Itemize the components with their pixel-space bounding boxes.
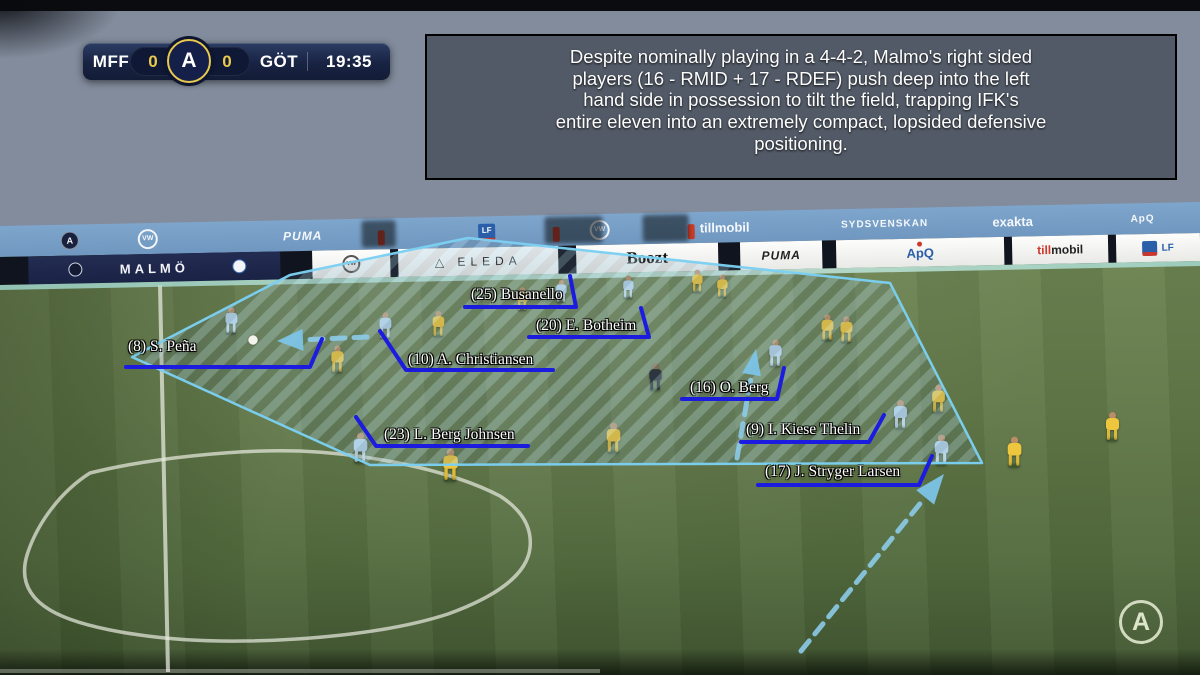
ad-board-lf-board: LF bbox=[1115, 232, 1200, 263]
home-score: 0 bbox=[148, 51, 158, 71]
ad-board-vw-dark: VW bbox=[312, 249, 391, 279]
sponsor-text: SYDSVENSKAN bbox=[840, 217, 929, 231]
lf-logo: LF bbox=[478, 223, 496, 241]
camera-well bbox=[544, 215, 603, 245]
vw-logo: VW bbox=[342, 254, 361, 274]
puma-logo: PUMA bbox=[282, 228, 323, 243]
club-crest-icon bbox=[232, 259, 247, 274]
vw-logo: VW bbox=[137, 228, 158, 249]
ad-board-boozt: Boozt bbox=[575, 242, 719, 274]
sponsor-text: exakta bbox=[992, 213, 1033, 230]
ad-board-tillmobil: tillmobil bbox=[1011, 234, 1109, 265]
pitch bbox=[0, 254, 1200, 675]
league-badge-icon bbox=[68, 262, 83, 277]
sponsor-text: ApQ bbox=[1130, 212, 1155, 225]
league-badge-icon: A bbox=[167, 39, 211, 83]
scoreboard: MFF 0 0 A GÖT 19:35 bbox=[83, 39, 390, 83]
ad-board-puma-dark: PUMA bbox=[739, 240, 823, 271]
analyst-logo-icon: A bbox=[1119, 600, 1163, 644]
annotation-text: Despite nominally playing in a 4-4-2, Ma… bbox=[555, 46, 1047, 154]
away-team-code: GÖT bbox=[259, 51, 299, 71]
sponsor-text: tillmobil bbox=[699, 218, 750, 235]
camera-well bbox=[642, 214, 689, 243]
ad-board-apq: ApQ bbox=[835, 236, 1005, 269]
match-clock: 19:35 bbox=[326, 51, 372, 71]
ad-board-eleda: △ ELEDA bbox=[398, 245, 559, 278]
stadium-roof bbox=[0, 0, 1200, 11]
away-score: 0 bbox=[222, 51, 232, 71]
annotation-box: Despite nominally playing in a 4-4-2, Ma… bbox=[425, 34, 1177, 180]
league-badge-icon: A bbox=[60, 230, 79, 250]
home-team-code: MFF bbox=[92, 51, 130, 71]
camera-well bbox=[361, 220, 396, 248]
scoreboard-divider bbox=[307, 52, 308, 71]
lf-logo bbox=[1142, 240, 1158, 256]
